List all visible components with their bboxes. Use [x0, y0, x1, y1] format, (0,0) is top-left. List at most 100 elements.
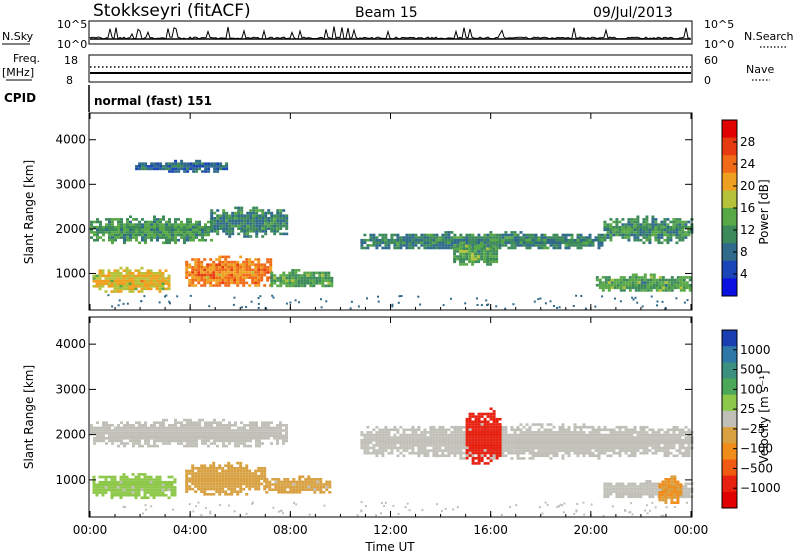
heatmap-cell — [498, 430, 502, 434]
heatmap-cell — [225, 227, 229, 230]
heatmap-cell — [561, 425, 565, 429]
heatmap-cell — [420, 438, 424, 442]
heatmap-cell — [135, 426, 138, 430]
heatmap-cell — [324, 274, 328, 277]
heatmap-cell — [237, 219, 241, 223]
heatmap-cell — [636, 228, 640, 232]
heatmap-cell — [264, 431, 267, 435]
heatmap-cell — [224, 271, 228, 274]
heatmap-cell — [453, 255, 457, 258]
heatmap-cell — [221, 255, 225, 259]
heatmap-cell — [678, 225, 682, 229]
heatmap-cell — [153, 167, 157, 171]
heatmap-cell — [174, 167, 178, 171]
heatmap-cell — [618, 433, 622, 437]
heatmap-cell — [204, 424, 207, 427]
heatmap-cell — [168, 170, 172, 173]
heatmap-cell — [144, 223, 147, 226]
heatmap-cell — [212, 477, 216, 480]
heatmap-cell — [261, 442, 264, 445]
heatmap-cell — [218, 266, 222, 269]
heatmap-cell — [171, 429, 174, 432]
heatmap-cell — [539, 297, 542, 300]
heatmap-cell — [399, 451, 403, 455]
heatmap-cell — [132, 231, 135, 234]
heatmap-cell — [117, 236, 120, 239]
heatmap-cell — [248, 273, 252, 277]
heatmap-cell — [255, 232, 259, 236]
heatmap-cell — [552, 449, 556, 452]
heatmap-cell — [207, 220, 210, 224]
heatmap-cell — [667, 289, 671, 292]
heatmap-cell — [206, 273, 210, 277]
heatmap-cell — [480, 454, 484, 458]
heatmap-cell — [507, 433, 511, 437]
heatmap-cell — [670, 289, 674, 292]
heatmap-cell — [610, 281, 614, 284]
heatmap-cell — [636, 485, 640, 488]
heatmap-cell — [489, 425, 493, 429]
heatmap-cell — [239, 268, 243, 272]
heatmap-cell — [606, 228, 610, 232]
heatmap-cell — [216, 421, 219, 424]
heatmap-cell — [245, 263, 249, 266]
heatmap-cell — [158, 488, 162, 492]
heatmap-cell — [207, 167, 211, 171]
heatmap-cell — [564, 233, 568, 237]
heatmap-cell — [462, 425, 466, 429]
heatmap-cell — [390, 428, 394, 432]
heatmap-cell — [426, 436, 430, 439]
heatmap-cell — [114, 439, 117, 443]
heatmap-cell — [390, 241, 394, 245]
heatmap-cell — [319, 483, 323, 486]
heatmap-cell — [162, 421, 165, 424]
heatmap-cell — [119, 282, 123, 285]
heatmap-cell — [276, 442, 279, 445]
heatmap-cell — [135, 231, 138, 234]
heatmap-cell — [441, 441, 445, 445]
heatmap-cell — [429, 244, 433, 247]
heatmap-cell — [408, 233, 412, 237]
heatmap-cell — [171, 170, 175, 173]
heatmap-cell — [234, 429, 237, 432]
heatmap-cell — [161, 480, 165, 484]
heatmap-cell — [522, 436, 526, 439]
heatmap-cell — [567, 436, 571, 439]
heatmap-cell — [444, 241, 448, 245]
heatmap-cell — [570, 449, 574, 452]
heatmap-cell — [120, 225, 123, 229]
heatmap-cell — [101, 483, 105, 487]
heatmap-cell — [516, 449, 520, 452]
heatmap-cell — [480, 443, 484, 447]
heatmap-cell — [185, 490, 189, 493]
heatmap-cell — [101, 493, 105, 497]
heatmap-cell — [294, 282, 298, 285]
heatmap-cell — [219, 165, 223, 168]
heatmap-cell — [98, 488, 102, 492]
heatmap-cell — [429, 236, 433, 239]
heatmap-cell — [504, 431, 508, 434]
heatmap-cell — [657, 241, 661, 245]
heatmap-cell — [164, 279, 168, 283]
heatmap-cell — [116, 491, 120, 494]
heatmap-cell — [224, 490, 228, 493]
heatmap-cell — [102, 233, 105, 237]
heatmap-cell — [378, 449, 382, 452]
heatmap-cell — [191, 487, 195, 491]
heatmap-cell — [255, 219, 259, 223]
heatmap-cell — [295, 503, 298, 506]
heatmap-cell — [291, 276, 295, 280]
heatmap-cell — [384, 236, 388, 239]
heatmap-cell — [465, 443, 469, 447]
heatmap-cell — [501, 238, 505, 242]
heatmap-cell — [687, 487, 691, 491]
heatmap-cell — [591, 451, 595, 455]
heatmap-cell — [209, 268, 213, 272]
heatmap-cell — [219, 217, 223, 220]
heatmap-cell — [636, 231, 640, 234]
heatmap-cell — [456, 438, 460, 442]
heatmap-cell — [140, 274, 144, 278]
heatmap-cell — [209, 482, 213, 486]
heatmap-cell — [561, 423, 565, 426]
heatmap-cell — [309, 276, 313, 280]
